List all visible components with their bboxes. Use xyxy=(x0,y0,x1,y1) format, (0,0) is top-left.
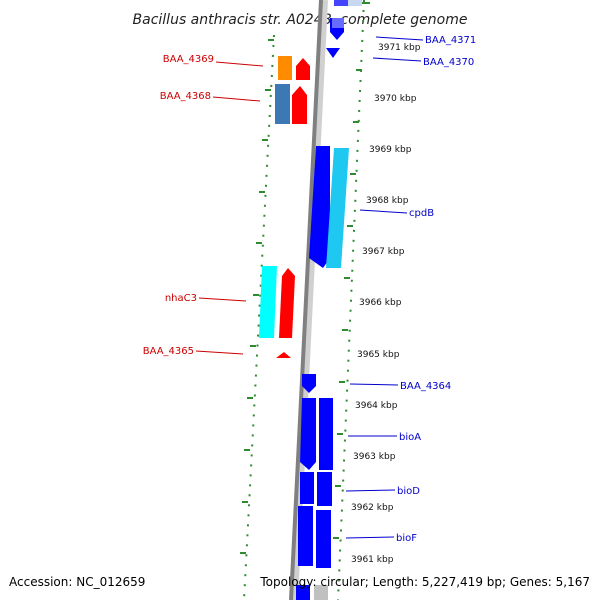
gene-arrow-bioa[interactable] xyxy=(300,398,316,470)
inner-dotted-rule xyxy=(243,34,275,600)
leader-line xyxy=(212,96,261,102)
scale-label: 3971 kbp xyxy=(378,43,421,53)
gene-arrow-baa4368[interactable] xyxy=(292,86,307,124)
gene-arrow-baa4365[interactable] xyxy=(276,352,291,358)
gene-label-baa4368[interactable]: BAA_4368 xyxy=(160,91,211,102)
gene-feature-bottom-2[interactable] xyxy=(314,585,328,600)
scale-label: 3969 kbp xyxy=(369,145,412,155)
gene-label-cpdb[interactable]: cpdB xyxy=(409,208,434,219)
gene-bioa-block[interactable] xyxy=(319,398,333,470)
gene-arrow-baa4369[interactable] xyxy=(296,58,310,80)
gene-biod-right[interactable] xyxy=(317,472,332,506)
gene-label-bioa[interactable]: bioA xyxy=(399,432,421,443)
scale-label: 3964 kbp xyxy=(355,401,398,411)
leader-line xyxy=(345,489,396,492)
gene-biof-right[interactable] xyxy=(316,510,331,568)
scale-label: 3966 kbp xyxy=(359,298,402,308)
scale-label: 3967 kbp xyxy=(362,247,405,257)
backbone-line xyxy=(289,0,323,600)
scale-label: 3961 kbp xyxy=(351,555,394,565)
outer-dotted-rule xyxy=(337,0,365,600)
leader-line xyxy=(345,536,395,539)
gene-biof-left[interactable] xyxy=(298,506,313,566)
gene-label-nhac3[interactable]: nhaC3 xyxy=(165,293,197,304)
leader-line xyxy=(198,297,247,302)
leader-line xyxy=(372,57,422,62)
leader-line xyxy=(375,36,424,41)
gene-label-baa4369[interactable]: BAA_4369 xyxy=(163,54,214,65)
gene-arrow-baa4364[interactable] xyxy=(302,374,316,393)
tick-marks xyxy=(240,39,362,554)
gene-label-baa4371[interactable]: BAA_4371 xyxy=(425,35,476,46)
forward-gene-labels: BAA_4371 BAA_4370 cpdB BAA_4364 bioA bio… xyxy=(345,35,476,544)
gene-biod-left[interactable] xyxy=(300,472,314,504)
gene-arrow-baa4371-highlight xyxy=(332,18,344,28)
gene-label-baa4370[interactable]: BAA_4370 xyxy=(423,57,474,68)
scale-labels: 3971 kbp 3970 kbp 3969 kbp 3968 kbp 3967… xyxy=(351,43,421,565)
gene-label-biod[interactable]: bioD xyxy=(397,486,420,497)
leader-line xyxy=(349,383,399,386)
gene-label-baa4364[interactable]: BAA_4364 xyxy=(400,381,451,392)
gene-feature-top-2[interactable] xyxy=(348,0,362,6)
scale-label: 3963 kbp xyxy=(353,452,396,462)
gene-features xyxy=(259,0,362,600)
gene-arrow-cpdb-blue[interactable] xyxy=(309,146,330,268)
gene-arrow-nhac3[interactable] xyxy=(279,268,295,338)
gene-arrow-baa4370[interactable] xyxy=(326,48,340,58)
gene-label-biof[interactable]: bioF xyxy=(396,533,417,544)
gene-label-baa4365[interactable]: BAA_4365 xyxy=(143,346,194,357)
gene-baa4368-steelblue[interactable] xyxy=(275,84,290,124)
leader-line xyxy=(215,61,264,67)
genome-info-text: Topology: circular; Length: 5,227,419 bp… xyxy=(260,575,590,589)
map-title: Bacillus anthracis str. A0248, complete … xyxy=(133,12,468,28)
backbone-shadow xyxy=(290,0,328,600)
accession-text: Accession: NC_012659 xyxy=(9,575,146,589)
gene-feature-bottom-1[interactable] xyxy=(296,585,310,600)
gene-cpdb-cyan[interactable] xyxy=(326,148,349,268)
scale-label: 3965 kbp xyxy=(357,350,400,360)
scale-label: 3970 kbp xyxy=(374,94,417,104)
gene-baa4369-orange[interactable] xyxy=(278,56,292,80)
reverse-gene-labels: BAA_4369 BAA_4368 nhaC3 BAA_4365 xyxy=(143,54,264,357)
scale-label: 3968 kbp xyxy=(366,196,409,206)
gene-nhac3-cyan[interactable] xyxy=(259,266,277,338)
leader-line xyxy=(359,209,408,214)
gene-feature-top-1[interactable] xyxy=(334,0,348,6)
leader-line xyxy=(195,350,244,355)
scale-label: 3962 kbp xyxy=(351,503,394,513)
